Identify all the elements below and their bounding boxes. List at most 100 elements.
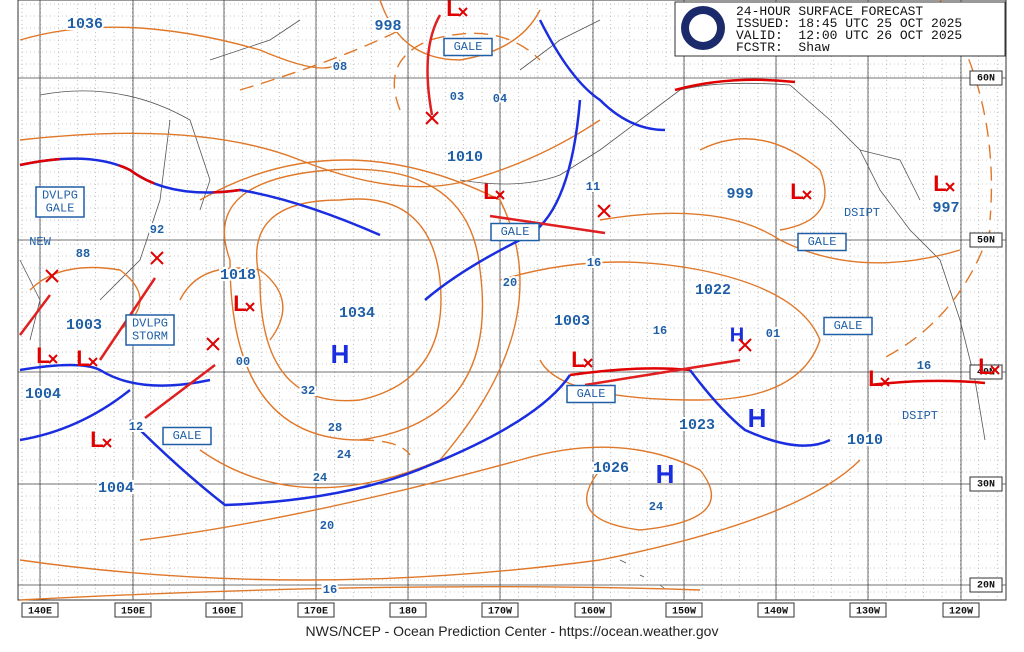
isobar-label: 20	[503, 276, 517, 290]
forecast-position	[425, 111, 439, 125]
lat-label: 60N	[977, 74, 995, 85]
tag-text: GALE	[46, 202, 75, 216]
high-center: H	[748, 403, 767, 433]
low-x	[802, 190, 812, 200]
low-center: L	[446, 0, 459, 21]
isobars	[19, 0, 993, 601]
map-frame	[17, 0, 1007, 601]
isobar-label: 1010	[447, 149, 483, 166]
lat-label: 30N	[977, 480, 995, 491]
lon-label: 160W	[581, 607, 605, 618]
fronts	[19, 19, 986, 507]
isobar-label: 1023	[679, 417, 715, 434]
tag-box	[35, 186, 85, 218]
isobar-label: 04	[493, 92, 507, 106]
lat-label: 40N	[977, 368, 995, 379]
lon-label: 170W	[488, 607, 512, 618]
tag-box	[125, 314, 175, 346]
plain-tag: NEW	[29, 235, 51, 249]
lon-label: 150E	[121, 607, 145, 618]
isobar-label: 11	[586, 180, 600, 194]
low-x	[880, 377, 890, 387]
lat-label: 50N	[977, 236, 995, 247]
low-center: L	[36, 343, 49, 368]
lon-label-box	[297, 602, 335, 618]
lat-label-box	[969, 577, 1003, 593]
tag-text: STORM	[132, 330, 168, 344]
lon-label-box	[389, 602, 427, 618]
lon-label-box	[481, 602, 519, 618]
isobar-label: 16	[917, 359, 931, 373]
high-center: H	[331, 339, 350, 369]
isobar-label: 24	[313, 471, 327, 485]
tag-text: GALE	[454, 40, 483, 54]
low-x	[48, 354, 58, 364]
coastlines	[19, 19, 986, 590]
isobar-label: 00	[236, 355, 250, 369]
forecast-position	[597, 204, 611, 218]
tag-text: GALE	[173, 429, 202, 443]
low-x	[990, 365, 1000, 375]
low-center: L	[483, 179, 496, 204]
header-line: 24-HOUR SURFACE FORECAST	[736, 4, 923, 19]
lon-label-box	[665, 602, 703, 618]
isobar-label: 32	[301, 384, 315, 398]
low-center: L	[978, 354, 991, 379]
isobar-label: 24	[649, 500, 663, 514]
low-center: L	[233, 291, 246, 316]
tag-box	[566, 384, 616, 404]
low-x	[583, 358, 593, 368]
high-center: H	[656, 459, 675, 489]
lon-label-box	[574, 602, 612, 618]
lon-label: 140E	[28, 607, 52, 618]
isobar-label: 1003	[554, 313, 590, 330]
lat-label-box	[969, 476, 1003, 492]
lon-label-box	[205, 602, 243, 618]
low-center: L	[790, 179, 803, 204]
tag-text: DVLPG	[132, 317, 168, 331]
lon-label: 140W	[764, 607, 788, 618]
lon-label-box	[942, 602, 980, 618]
isobar-label: 1004	[98, 480, 134, 497]
isobar-label: 12	[129, 420, 143, 434]
plain-tag: DSIPT	[844, 206, 880, 220]
header-line: FCSTR: Shaw	[736, 40, 830, 55]
forecast-position	[45, 269, 59, 283]
forecast-position	[150, 251, 164, 265]
lat-label-box	[969, 232, 1003, 248]
low-center: L	[90, 427, 103, 452]
isobar-label: 1010	[847, 432, 883, 449]
low-x	[945, 182, 955, 192]
low-x	[245, 302, 255, 312]
isobar-label: 24	[337, 448, 351, 462]
low-x	[458, 7, 468, 17]
isobar-label: 997	[932, 200, 959, 217]
isobar-label: 1003	[66, 317, 102, 334]
low-x	[102, 438, 112, 448]
header-line: VALID: 12:00 UTC 26 OCT 2025	[736, 28, 962, 43]
isobar-label: 16	[323, 583, 337, 597]
lat-label-box	[969, 70, 1003, 86]
isobar-label: 16	[653, 324, 667, 338]
isobar-label: 20	[320, 519, 334, 533]
low-center: L	[571, 347, 584, 372]
isobar-label: 1036	[67, 16, 103, 33]
isobar-label: 01	[766, 327, 780, 341]
lon-label: 180	[399, 607, 417, 618]
forecast-position	[738, 338, 752, 352]
lon-label-box	[21, 602, 59, 618]
lat-label: 20N	[977, 581, 995, 592]
tag-box	[162, 426, 212, 446]
isobar-label: 998	[374, 18, 401, 35]
tag-box	[490, 222, 540, 242]
header-box: 24-HOUR SURFACE FORECAST ISSUED: 18:45 U…	[674, 1, 1006, 57]
isobar-label: 28	[328, 421, 342, 435]
low-center: L	[868, 366, 881, 391]
lon-label-box	[849, 602, 887, 618]
lon-label-box	[757, 602, 795, 618]
isobar-label: 92	[150, 223, 164, 237]
lon-label: 120W	[949, 607, 973, 618]
low-center: L	[933, 171, 946, 196]
lon-label: 160E	[212, 607, 236, 618]
lon-label: 170E	[304, 607, 328, 618]
